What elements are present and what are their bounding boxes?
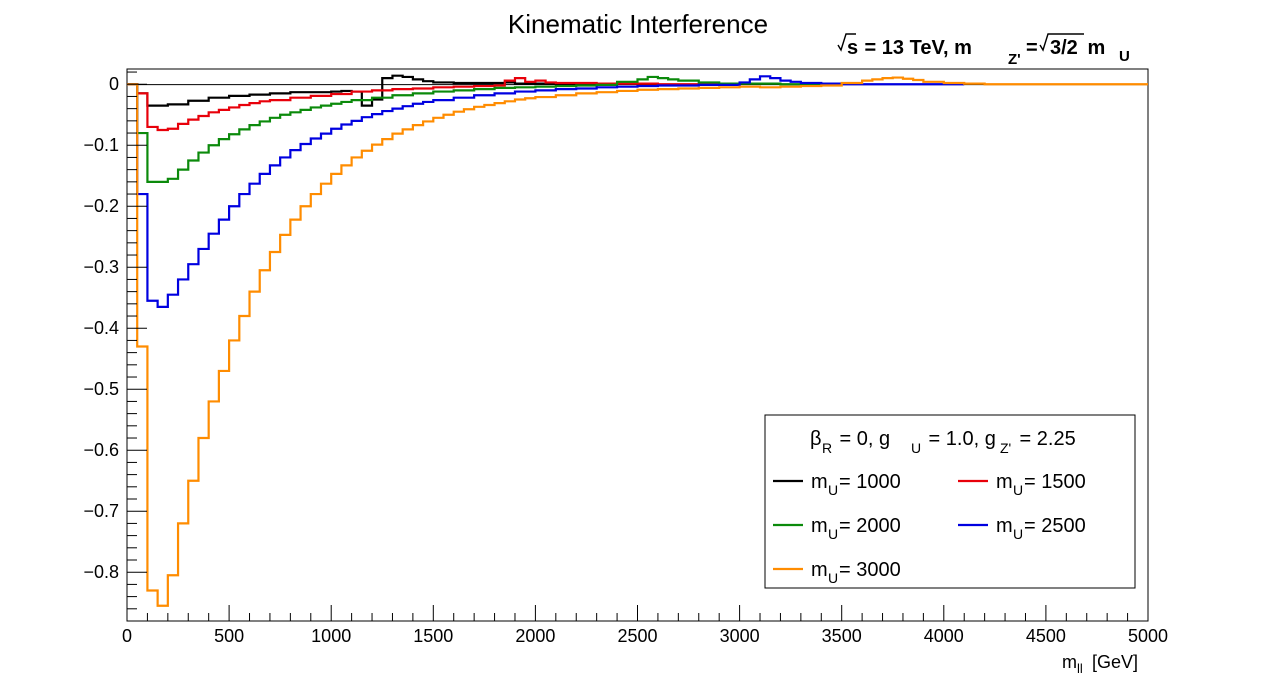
subtitle-part1: = 13 TeV, m [859, 37, 972, 59]
legend-label-m: m [996, 515, 1013, 537]
legend-label-m: m [811, 515, 828, 537]
x-axis-label: m ll [GeV] [1062, 652, 1138, 676]
xlabel-unit: [GeV] [1092, 652, 1138, 672]
y-tick-label: −0.5 [83, 379, 119, 399]
subtitle-sub2: U [1119, 48, 1130, 65]
legend-label-value: = 1000 [839, 471, 901, 493]
x-tick-label: 0 [122, 626, 132, 646]
x-tick-label: 1500 [413, 626, 453, 646]
x-tick-label: 5000 [1128, 626, 1168, 646]
legend-header: β R = 0, g U = 1.0, g Z' = 2.25 [810, 428, 1076, 456]
xlabel-m: m [1062, 652, 1077, 672]
y-tick-label: −0.3 [83, 257, 119, 277]
series-line-2 [127, 77, 740, 132]
x-tick-label: 2000 [515, 626, 555, 646]
legend-label-value: = 3000 [839, 559, 901, 581]
legend-beta-sub: R [822, 440, 832, 456]
legend-label-sub: U [828, 482, 838, 498]
legend-gz-sub: Z' [1000, 440, 1011, 456]
legend-label-m: m [811, 559, 828, 581]
y-tick-label: −0.2 [83, 196, 119, 216]
y-tick-label: −0.7 [83, 501, 119, 521]
legend-label-sub: U [1013, 482, 1023, 498]
legend-label-sub: U [1013, 526, 1023, 542]
subtitle-part3: m [1082, 37, 1105, 59]
subtitle-part2: = [1026, 37, 1043, 59]
x-tick-label: 500 [214, 626, 244, 646]
subtitle: s = 13 TeV, m Z' = 3/2 m U [837, 33, 1130, 68]
legend-label-m: m [811, 471, 828, 493]
series-line-1 [127, 74, 639, 107]
series-layer [127, 74, 1148, 607]
x-tick-label: 1000 [311, 626, 351, 646]
legend-beta: β [810, 428, 822, 450]
sqrt-icon-2 [1039, 33, 1084, 52]
chart-title: Kinematic Interference [508, 9, 768, 39]
legend-label-value: = 1500 [1024, 471, 1086, 493]
legend-label-value: = 2500 [1024, 515, 1086, 537]
y-tick-label: 0 [109, 74, 119, 94]
y-tick-label: −0.1 [83, 135, 119, 155]
y-tick-label: −0.6 [83, 440, 119, 460]
legend-text-3: = 2.25 [1014, 428, 1076, 450]
subtitle-sub1: Z' [1008, 51, 1021, 68]
series-line-3 [127, 75, 842, 183]
y-tick-label: −0.4 [83, 318, 119, 338]
x-tick-label: 3000 [720, 626, 760, 646]
legend-label-sub: U [828, 570, 838, 586]
x-axis: 0 500 1000 1500 2000 2500 3000 3500 4000 4500 5000 [122, 605, 1168, 646]
x-tick-label: 3500 [822, 626, 862, 646]
legend-text-1: = 0, g [834, 428, 890, 450]
legend-label-value: = 2000 [839, 515, 901, 537]
y-tick-label: −0.8 [83, 562, 119, 582]
subtitle-s: s [847, 37, 858, 59]
subtitle-sqrt-arg: 3/2 [1050, 37, 1078, 59]
y-axis: 0 −0.1 −0.2 −0.3 −0.4 −0.5 −0.6 −0.7 −0.8 [83, 71, 147, 610]
legend-label-sub: U [828, 526, 838, 542]
legend-box [764, 414, 1136, 589]
legend-text-2: = 1.0, g [923, 428, 996, 450]
title-text: Kinematic Interference [508, 9, 768, 39]
x-tick-label: 4500 [1026, 626, 1066, 646]
legend-g-sub: U [911, 440, 921, 456]
series-line-4 [127, 75, 965, 308]
legend-label-m: m [996, 471, 1013, 493]
sqrt-icon [837, 33, 856, 52]
series-line-5 [127, 76, 1148, 607]
x-tick-label: 2500 [617, 626, 657, 646]
xlabel-sub: ll [1077, 661, 1083, 676]
x-tick-label: 4000 [924, 626, 964, 646]
